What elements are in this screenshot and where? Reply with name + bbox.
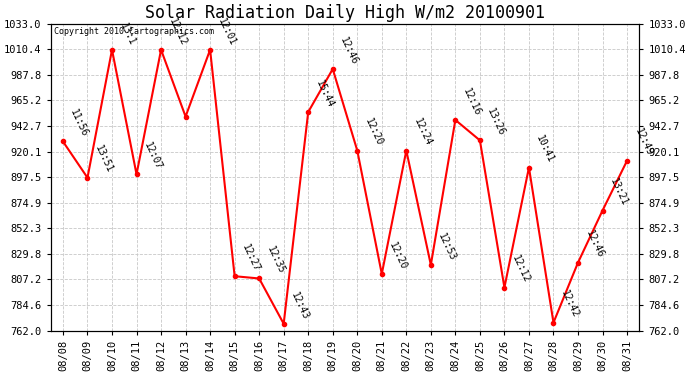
Title: Solar Radiation Daily High W/m2 20100901: Solar Radiation Daily High W/m2 20100901	[145, 4, 545, 22]
Text: 11:56: 11:56	[68, 108, 90, 139]
Text: 12:12: 12:12	[510, 254, 531, 285]
Text: 13:1: 13:1	[117, 21, 137, 47]
Text: 12:43: 12:43	[289, 290, 311, 321]
Text: 12:46: 12:46	[338, 35, 359, 66]
Text: 12:24: 12:24	[412, 117, 433, 148]
Text: Copyright 2010 Cartographics.com: Copyright 2010 Cartographics.com	[54, 27, 214, 36]
Text: 12:42: 12:42	[559, 289, 580, 320]
Text: 12:35: 12:35	[265, 245, 286, 276]
Text: 12:12: 12:12	[166, 16, 188, 47]
Text: 12:53: 12:53	[436, 231, 458, 262]
Text: 12:27: 12:27	[240, 243, 262, 273]
Text: 10:41: 10:41	[535, 134, 556, 165]
Text: 15:44: 15:44	[314, 78, 335, 109]
Text: 13:21: 13:21	[608, 177, 629, 208]
Text: 12:46: 12:46	[584, 229, 605, 260]
Text: 13:51: 13:51	[93, 144, 115, 175]
Text: 13:26: 13:26	[486, 107, 507, 138]
Text: 12:20: 12:20	[363, 117, 384, 148]
Text: 12:20: 12:20	[387, 240, 408, 271]
Text: 12:49: 12:49	[633, 127, 654, 158]
Text: 12:01: 12:01	[216, 16, 237, 47]
Text: 12:07: 12:07	[142, 141, 164, 171]
Text: 12:16: 12:16	[461, 86, 482, 117]
